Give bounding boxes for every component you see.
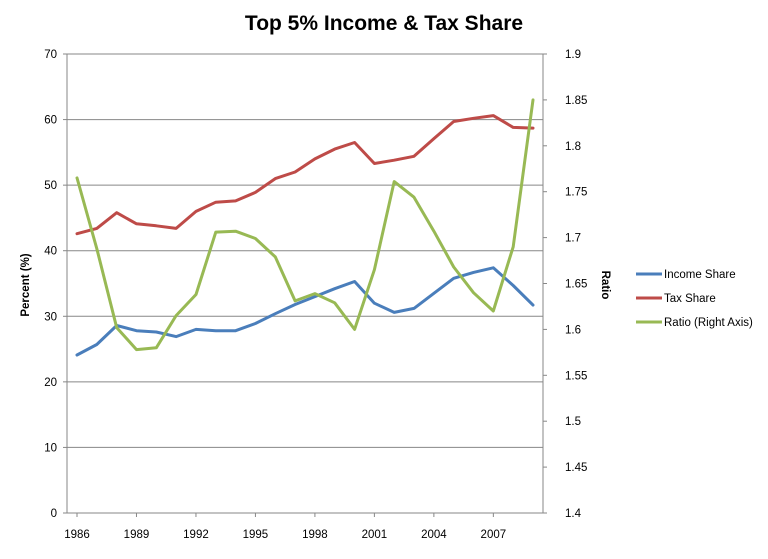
chart-title: Top 5% Income & Tax Share [245,12,523,35]
y2-axis-label: Ratio [599,271,611,300]
x-tick-label: 1986 [64,529,90,541]
y-tick-label: 50 [44,180,57,192]
y2-tick-label: 1.85 [565,95,587,107]
tick-labels: 0 10 20 30 40 50 60 70 1.4 1.45 1.5 1.55 1.6 1.65 1.7 1… [44,49,587,541]
series-line-ratio-right-axis [75,98,535,352]
y-tick-label: 70 [44,49,57,61]
x-tick-label: 2007 [481,529,507,541]
y2-tick-label: 1.9 [565,49,581,61]
y-tick-label: 60 [44,115,57,127]
x-tick-label: 1989 [124,529,150,541]
x-tick-label: 2004 [421,529,447,541]
y-tick-label: 10 [44,442,57,454]
y2-tick-label: 1.8 [565,141,581,153]
y2-tick-label: 1.45 [565,462,587,474]
series-line-income-share [75,266,535,357]
series-line-tax-share [75,114,535,236]
gridlines [67,53,543,448]
y2-tick-label: 1.7 [565,233,581,245]
y-axis-label: Percent (%) [20,253,32,316]
y-tick-label: 30 [44,311,57,323]
y2-tick-label: 1.4 [565,508,582,520]
y-tick-label: 40 [44,246,57,258]
y2-tick-label: 1.5 [565,416,581,428]
y2-tick-label: 1.75 [565,187,587,199]
legend-label-ratio-right-axis: Ratio (Right Axis) [664,317,753,329]
axes [63,53,547,517]
y2-tick-label: 1.65 [565,279,587,291]
legend-label-tax-share: Tax Share [664,293,716,305]
x-tick-label: 2001 [362,529,388,541]
series-lines [75,98,535,357]
x-tick-label: 1992 [183,529,209,541]
x-tick-label: 1998 [302,529,328,541]
y-tick-label: 0 [51,508,57,520]
legend-label-income-share: Income Share [664,269,736,281]
x-tick-label: 1995 [243,529,269,541]
legend: Income Share Tax Share Ratio (Right Axis) [636,269,753,329]
y-tick-label: 20 [44,377,57,389]
y2-tick-label: 1.55 [565,370,587,382]
y2-tick-label: 1.6 [565,324,581,336]
